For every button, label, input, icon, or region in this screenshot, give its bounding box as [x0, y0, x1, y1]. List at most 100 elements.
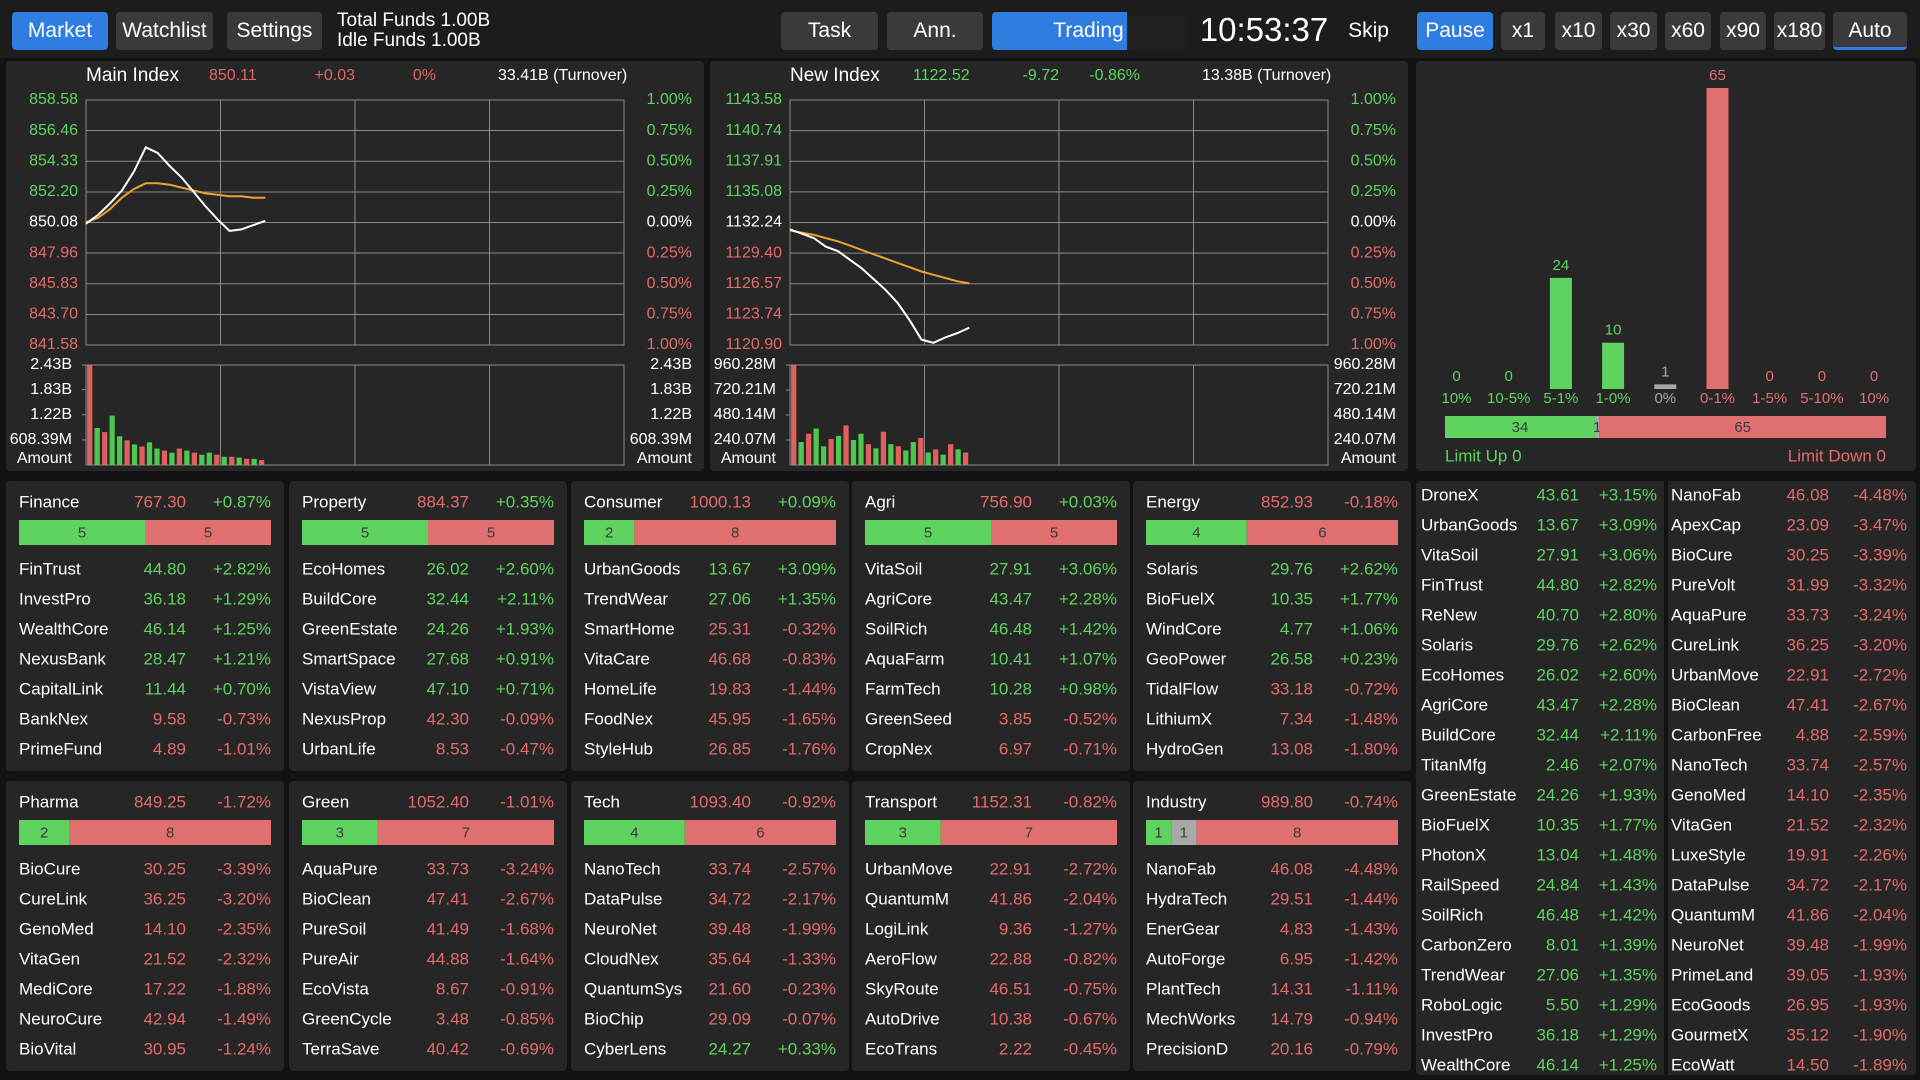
breadth-count: 8: [1293, 824, 1301, 841]
pct-tick-label: 0.50%: [1351, 152, 1396, 169]
tab-button[interactable]: Trading: [992, 12, 1185, 50]
mover-pct: -2.57%: [1853, 755, 1907, 774]
stock-name: NexusProp: [302, 709, 386, 728]
control-button[interactable]: x60: [1665, 12, 1711, 50]
stock-pct: +3.09%: [778, 559, 836, 578]
volume-bar: [258, 460, 265, 465]
sector-pct: -0.18%: [1344, 492, 1398, 511]
mover-price: 47.41: [1786, 695, 1829, 714]
sector-name: Consumer: [584, 492, 663, 511]
control-button[interactable]: Skip: [1348, 19, 1389, 42]
mover-name: UrbanGoods: [1421, 515, 1517, 534]
mover-price: 27.91: [1536, 545, 1579, 564]
breadth-count: 2: [40, 824, 48, 841]
sector-pct: -0.74%: [1344, 792, 1398, 811]
stock-price: 20.16: [1270, 1039, 1313, 1058]
control-button[interactable]: x30: [1610, 12, 1657, 50]
volume-bar: [251, 458, 257, 465]
mover-name: BioClean: [1671, 695, 1740, 714]
stock-name: CureLink: [19, 889, 88, 908]
stock-price: 3.48: [436, 1009, 469, 1028]
stock-price: 39.48: [708, 919, 751, 938]
stock-price: 21.52: [143, 949, 186, 968]
stock-price: 28.47: [143, 649, 186, 668]
breadth-count: 5: [78, 524, 86, 541]
tab-button[interactable]: Ann.: [887, 12, 983, 50]
mover-name: PureVolt: [1671, 575, 1736, 594]
stock-pct: -2.32%: [217, 949, 271, 968]
mover-price: 19.91: [1786, 845, 1829, 864]
mover-price: 30.25: [1786, 545, 1829, 564]
stock-price: 46.48: [989, 619, 1032, 638]
distribution-category: 10-5%: [1487, 390, 1530, 407]
stock-price: 36.18: [143, 589, 186, 608]
mover-name: PhotonX: [1421, 845, 1486, 864]
distribution-bar: [1654, 384, 1677, 389]
sector-panel: Pharma 849.25 -1.72% 2 8 BioCure 30.25 -3.39% Cu…: [6, 781, 284, 1071]
price-tick-label: 852.20: [29, 183, 78, 200]
index-name: Main Index: [86, 65, 179, 86]
control-button[interactable]: Auto: [1833, 12, 1907, 50]
mover-name: CarbonZero: [1421, 935, 1512, 954]
mover-pct: -3.20%: [1853, 635, 1907, 654]
price-tick-label: 841.58: [29, 336, 78, 353]
sector-value: 1152.31: [972, 792, 1032, 811]
control-button[interactable]: x1: [1501, 12, 1545, 50]
volume-bar: [895, 446, 901, 465]
stock-price: 27.06: [708, 589, 751, 608]
stock-name: GenoMed: [19, 919, 94, 938]
stock-name: VistaView: [302, 679, 377, 698]
mover-price: 24.84: [1536, 875, 1579, 894]
stock-pct: +0.71%: [496, 679, 554, 698]
distribution-category: 1-5%: [1752, 390, 1787, 407]
nav-button[interactable]: Settings: [227, 12, 322, 50]
stock-price: 41.86: [989, 889, 1032, 908]
stock-name: VitaSoil: [865, 559, 922, 578]
control-button[interactable]: x90: [1720, 12, 1766, 50]
stock-name: UrbanGoods: [584, 559, 680, 578]
mover-name: GourmetX: [1671, 1025, 1748, 1044]
clock: 10:53:37: [1199, 11, 1329, 48]
distribution-value: 0: [1505, 368, 1513, 385]
mover-price: 26.02: [1536, 665, 1579, 684]
stock-pct: -0.09%: [500, 709, 554, 728]
mover-price: 10.35: [1536, 815, 1579, 834]
stock-price: 30.25: [143, 859, 186, 878]
volume-bar: [87, 365, 93, 465]
volume-tick-label: 960.28M: [1334, 356, 1396, 373]
sector-panel-svg: Tech 1093.40 -0.92% 4 6 NanoTech 33.74 -2.57% Da…: [584, 792, 836, 1058]
mover-price: 44.80: [1536, 575, 1579, 594]
control-button[interactable]: x10: [1555, 12, 1602, 50]
volume-axis-label: Amount: [1341, 450, 1397, 467]
stock-pct: +1.07%: [1059, 649, 1117, 668]
breadth-segment: [1445, 416, 1595, 438]
stock-price: 44.80: [143, 559, 186, 578]
volume-tick-label: 240.07M: [1334, 431, 1396, 448]
nav-button[interactable]: Watchlist: [116, 12, 213, 50]
stock-pct: -1.33%: [782, 949, 836, 968]
control-button[interactable]: x180: [1774, 12, 1825, 50]
stock-name: AquaFarm: [865, 649, 944, 668]
sector-name: Transport: [865, 792, 937, 811]
stock-pct: -3.24%: [500, 859, 554, 878]
mover-pct: +3.09%: [1599, 515, 1657, 534]
nav-button[interactable]: Market: [12, 12, 108, 50]
stock-pct: -2.17%: [782, 889, 836, 908]
distribution-value: 0: [1452, 368, 1460, 385]
mover-pct: +1.43%: [1599, 875, 1657, 894]
stock-price: 26.02: [426, 559, 469, 578]
mover-name: LuxeStyle: [1671, 845, 1746, 864]
breadth-count: 65: [1734, 419, 1751, 436]
volume-axis-label: Amount: [721, 450, 777, 467]
volume-bar: [221, 456, 227, 465]
stock-price: 47.41: [426, 889, 469, 908]
tab-button[interactable]: Task: [781, 12, 878, 50]
stock-price: 17.22: [143, 979, 186, 998]
distribution-panel-svg: 010%010-5%245-1%101-0%10%650-1%01-5%05-1…: [1441, 67, 1889, 466]
stock-pct: +1.25%: [213, 619, 271, 638]
control-button[interactable]: Pause: [1417, 12, 1493, 50]
stock-pct: -1.44%: [1344, 889, 1398, 908]
stock-price: 14.79: [1270, 1009, 1313, 1028]
